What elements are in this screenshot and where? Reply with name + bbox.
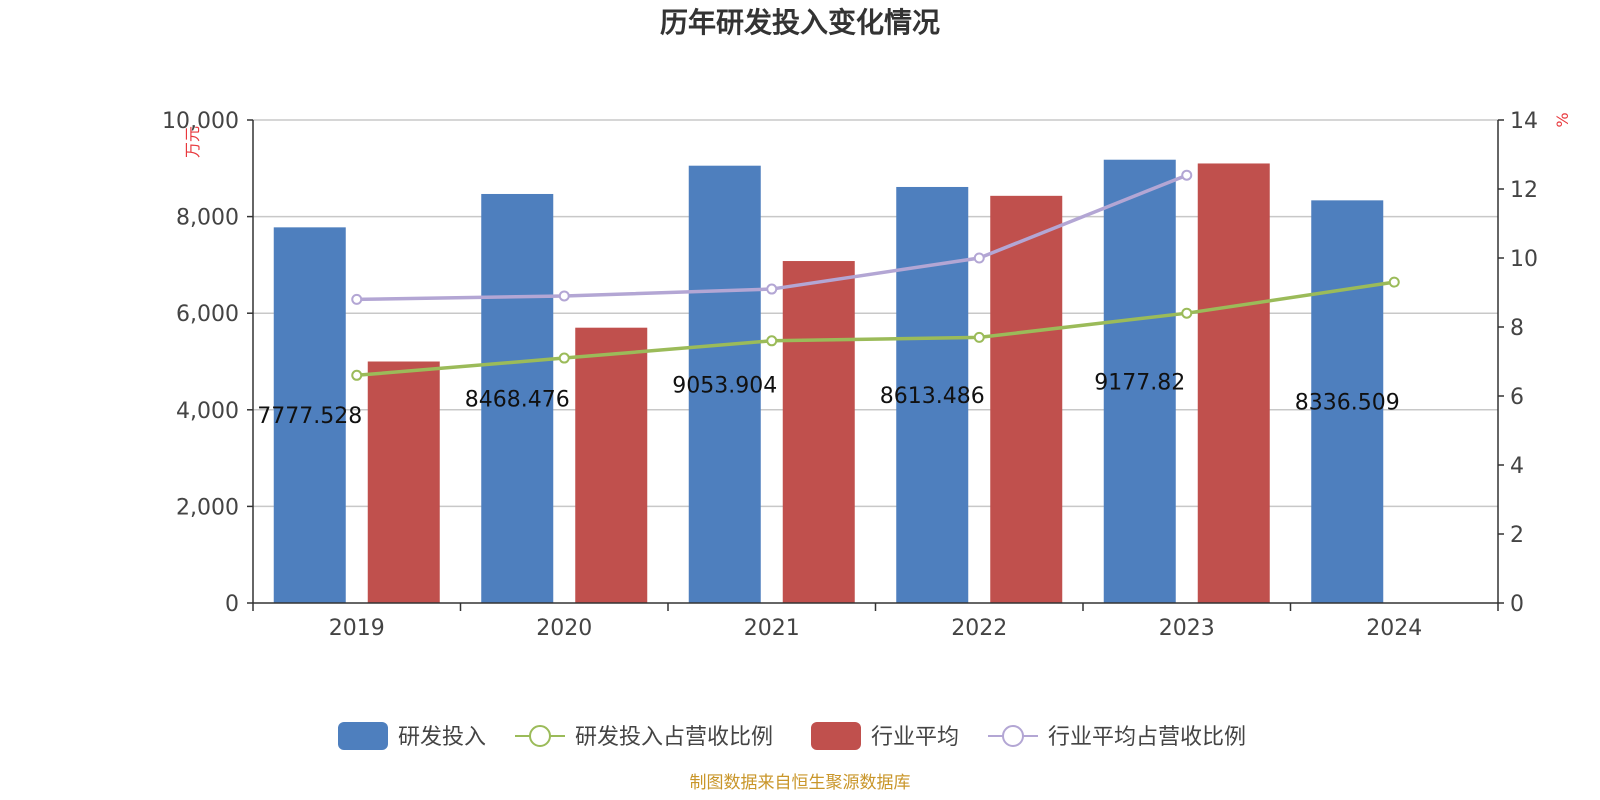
x-axis-label: 2019: [329, 616, 385, 641]
right-axis-tick-label: 4: [1510, 454, 1524, 479]
bar-industry-avg-2020: [575, 327, 648, 603]
right-axis-tick-label: 10: [1510, 247, 1538, 272]
point-rd-ratio-2019: [351, 369, 363, 381]
legend[interactable]: 研发投入 研发投入占营收比例 行业平均 行业平均占营收比例: [338, 722, 1246, 750]
data-label-rd-spend-2024: 8336.509: [1295, 391, 1400, 416]
bar-industry-avg-2023: [1197, 163, 1270, 603]
left-axis-tick-label: 10,000: [162, 109, 239, 134]
data-label-rd-spend-2020: 8468.476: [465, 387, 570, 412]
left-axis-tick-label: 2,000: [176, 495, 239, 520]
left-axis-tick-label: 4,000: [176, 399, 239, 424]
right-axis-tick-label: 2: [1510, 523, 1524, 548]
point-rd-ratio-2024: [1388, 276, 1400, 288]
axes-group: 0 2,000 4,000 6,000 8,000 10,000 0 2 4 6 8 10 12 14 20…: [162, 109, 1538, 641]
legend-label-industry-avg: 行业平均: [871, 725, 959, 750]
left-axis-unit: 万元: [183, 126, 202, 158]
point-rd-ratio-2021: [766, 335, 778, 347]
right-axis-tick-label: 6: [1510, 385, 1524, 410]
point-industry-ratio-2022: [973, 252, 985, 264]
legend-swatch-industry-avg: [811, 722, 861, 750]
point-rd-ratio-2022: [973, 331, 985, 343]
legend-label-industry-ratio: 行业平均占营收比例: [1048, 725, 1246, 750]
right-axis-tick-label: 12: [1510, 178, 1538, 203]
x-axis-label: 2021: [744, 616, 800, 641]
bar-rd-spend-2021: [688, 165, 761, 603]
source-note: 制图数据来自恒生聚源数据库: [690, 773, 911, 793]
point-rd-ratio-2020: [558, 352, 570, 364]
line-rd-ratio: [356, 280, 1395, 378]
x-axis-label: 2023: [1159, 616, 1215, 641]
point-industry-ratio-2023: [1181, 169, 1193, 181]
point-rd-ratio-2023: [1181, 307, 1193, 319]
bar-rd-spend-2024: [1311, 200, 1384, 603]
left-axis-tick-label: 6,000: [176, 302, 239, 327]
data-labels-group: 7777.528 8468.476 9053.904 8613.486 9177.82 8…: [257, 370, 1399, 429]
bar-industry-avg-2019: [367, 361, 440, 603]
left-axis-tick-label: 0: [225, 592, 239, 617]
bar-rd-spend-2023: [1103, 159, 1176, 603]
x-axis-label: 2022: [951, 616, 1007, 641]
x-axis-label: 2020: [536, 616, 592, 641]
bars-group: [273, 159, 1384, 604]
x-axis-label: 2024: [1366, 616, 1422, 641]
right-axis-unit: %: [1553, 112, 1572, 127]
legend-label-rd-spend: 研发投入: [398, 725, 486, 750]
bar-industry-avg-2021: [782, 261, 855, 603]
point-industry-ratio-2019: [351, 293, 363, 305]
bar-rd-spend-2020: [481, 193, 554, 604]
bar-industry-avg-2022: [990, 195, 1063, 603]
chart-title: 历年研发投入变化情况: [660, 6, 940, 39]
bar-rd-spend-2019: [273, 227, 346, 603]
legend-marker-rd-ratio: [529, 725, 551, 747]
grid-lines: [253, 119, 1498, 508]
right-axis-tick-label: 8: [1510, 316, 1524, 341]
bar-rd-spend-2022: [896, 186, 969, 603]
right-axis-tick-label: 0: [1510, 592, 1524, 617]
point-industry-ratio-2021: [766, 283, 778, 295]
data-label-rd-spend-2019: 7777.528: [257, 404, 362, 429]
left-axis-tick-label: 8,000: [176, 206, 239, 231]
legend-marker-industry-ratio: [1002, 725, 1024, 747]
point-industry-ratio-2020: [558, 290, 570, 302]
data-label-rd-spend-2022: 8613.486: [880, 384, 985, 409]
legend-label-rd-ratio: 研发投入占营收比例: [575, 725, 773, 750]
right-axis-tick-label: 14: [1510, 109, 1538, 134]
legend-swatch-rd-spend: [338, 722, 388, 750]
data-label-rd-spend-2021: 9053.904: [672, 373, 777, 398]
data-label-rd-spend-2023: 9177.82: [1094, 370, 1185, 395]
lines-group: [351, 169, 1400, 381]
